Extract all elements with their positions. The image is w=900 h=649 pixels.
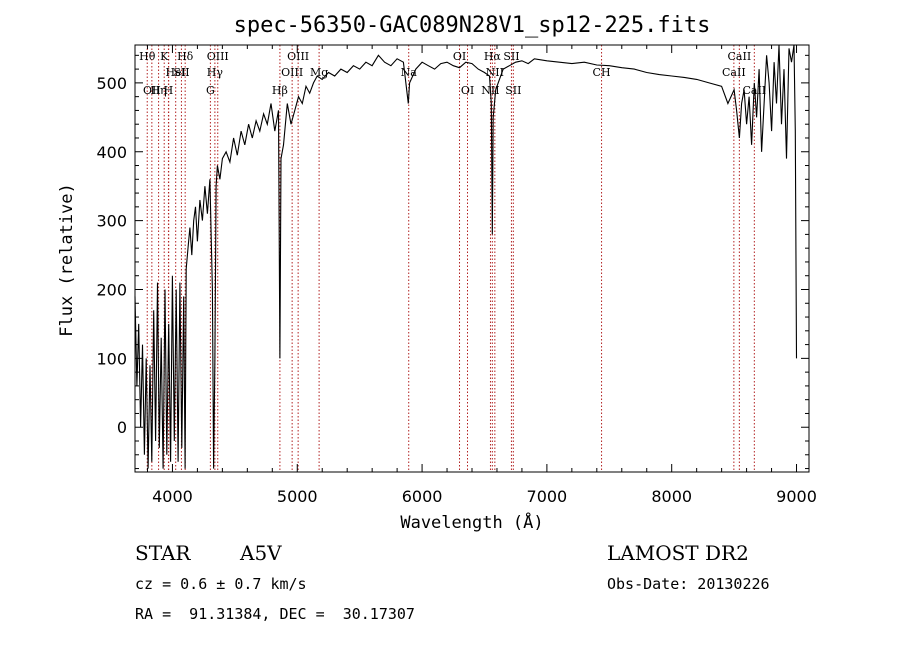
spectrum-series <box>134 44 798 469</box>
y-axis-label: Flux (relative) <box>57 183 77 337</box>
line-marker-label: OIII <box>207 50 229 63</box>
x-tick-label: 6000 <box>402 487 443 506</box>
line-marker-label: Mg <box>310 66 328 79</box>
observation-date: Obs-Date: 20130226 <box>607 575 770 593</box>
line-marker-label: Hθ <box>139 50 156 63</box>
line-marker-label: CaII <box>728 50 752 63</box>
line-marker-label: Hα <box>484 50 502 63</box>
line-marker-label: OI <box>461 84 474 97</box>
line-markers <box>146 45 755 472</box>
line-marker-label: Hη <box>150 84 166 97</box>
plot-frame <box>134 44 810 473</box>
line-marker-label: OII <box>143 84 161 97</box>
line-marker-label: Hδ <box>177 50 194 63</box>
line-marker-label: OIII <box>281 66 303 79</box>
line-marker-label: OI <box>453 50 466 63</box>
y-tick-label: 0 <box>117 418 127 437</box>
line-marker-label: Hβ <box>272 84 288 97</box>
y-tick-label: 400 <box>96 143 127 162</box>
object-subclass: A5V <box>240 541 282 565</box>
line-marker-label: CaII <box>722 66 746 79</box>
x-axis-label: Wavelength (Å) <box>400 511 543 533</box>
line-marker-label: Hγ <box>207 66 224 79</box>
redshift-velocity: cz = 0.6 ± 0.7 km/s <box>135 575 307 593</box>
line-marker-label: SII <box>503 50 519 63</box>
coordinates: RA = 91.31384, DEC = 30.17307 <box>135 605 415 623</box>
line-marker-label: SII <box>173 66 189 79</box>
line-marker-label: HeI <box>165 66 185 79</box>
survey-name: LAMOST DR2 <box>607 541 749 565</box>
line-marker-label: NII <box>486 66 504 79</box>
x-tick-label: 9000 <box>776 487 817 506</box>
chart-title: spec-56350-GAC089N28V1_sp12-225.fits <box>234 13 711 38</box>
y-tick-label: 300 <box>96 212 127 231</box>
line-marker-label: H <box>164 84 174 97</box>
y-tick-label: 500 <box>96 74 127 93</box>
spectrum-plot: spec-56350-GAC089N28V1_sp12-225.fits Hθ O… <box>57 13 817 533</box>
line-marker-label: SII <box>505 84 521 97</box>
line-marker-label: K <box>160 50 169 63</box>
y-tick-label: 200 <box>96 280 127 299</box>
x-tick-label: 8000 <box>651 487 692 506</box>
x-tick-label: 4000 <box>152 487 193 506</box>
line-marker-label: G <box>206 84 215 97</box>
line-marker-label: OIII <box>287 50 309 63</box>
line-marker-label: CH <box>593 66 611 79</box>
object-class: STAR <box>135 541 191 565</box>
x-tick-label: 7000 <box>527 487 568 506</box>
x-tick-label: 5000 <box>277 487 318 506</box>
x-axis-ticks: 4000 5000 6000 7000 8000 9000 <box>146 45 817 506</box>
y-axis-ticks: 0 100 200 300 400 500 <box>96 54 809 470</box>
y-tick-label: 100 <box>96 349 127 368</box>
